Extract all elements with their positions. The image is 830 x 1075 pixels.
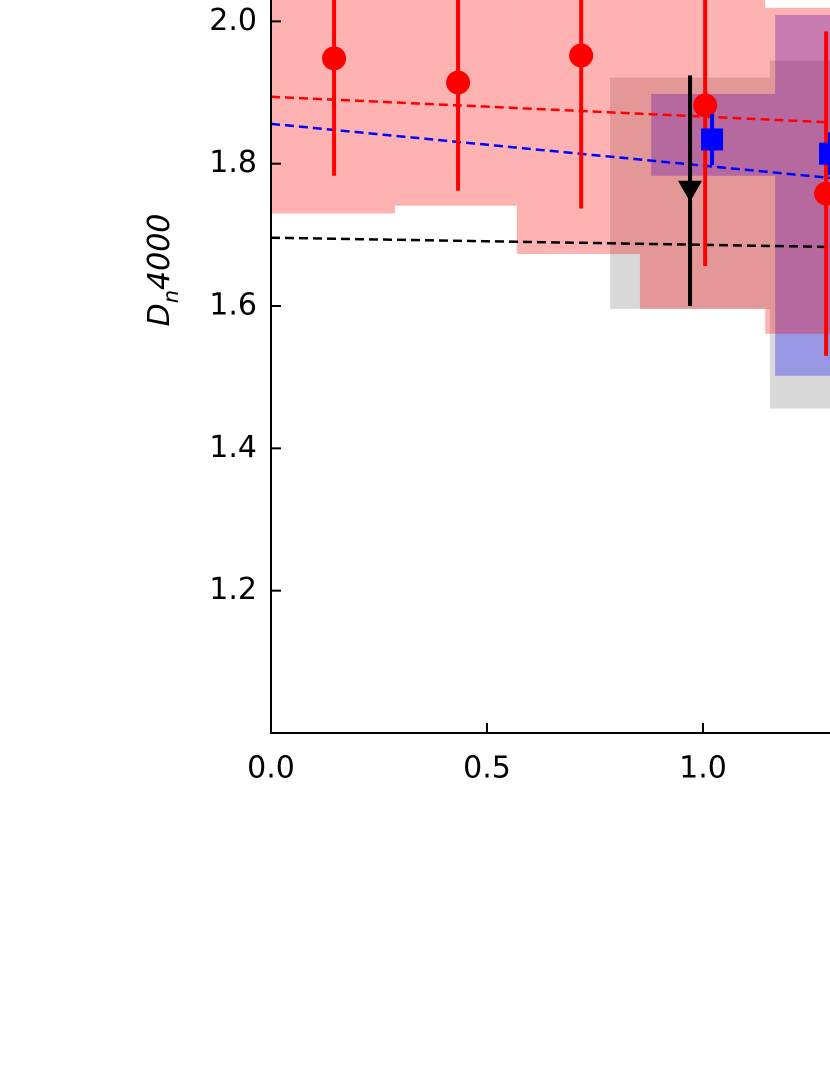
point xyxy=(322,46,347,71)
plot-area xyxy=(271,0,830,409)
y-label-sub: n xyxy=(159,290,183,303)
x-tick-label: 1.0 xyxy=(679,751,727,786)
y-tick-label: 1.8 xyxy=(209,145,257,180)
point xyxy=(814,181,830,206)
band xyxy=(769,60,830,409)
y-tick-label: 2.0 xyxy=(209,3,257,38)
point xyxy=(569,43,594,68)
y-tick-label: 1.6 xyxy=(209,288,257,323)
y-label-main: D xyxy=(142,303,177,326)
y-tick-label: 1.4 xyxy=(209,430,257,465)
band xyxy=(765,7,830,334)
y-tick-label: 1.2 xyxy=(209,572,257,607)
x-tick-label: 0.0 xyxy=(247,751,295,786)
fit-line xyxy=(271,236,830,249)
y-label-rest: 4000 xyxy=(142,214,177,290)
fit-line xyxy=(271,95,830,124)
point xyxy=(678,180,703,202)
point xyxy=(446,70,471,95)
x-tick-label: 0.5 xyxy=(463,751,511,786)
y-axis-label: Dn4000 xyxy=(142,214,184,327)
fit-line xyxy=(271,122,830,180)
point xyxy=(819,142,830,165)
point xyxy=(701,128,724,151)
band xyxy=(516,0,640,255)
band xyxy=(639,0,766,309)
point xyxy=(693,93,718,118)
